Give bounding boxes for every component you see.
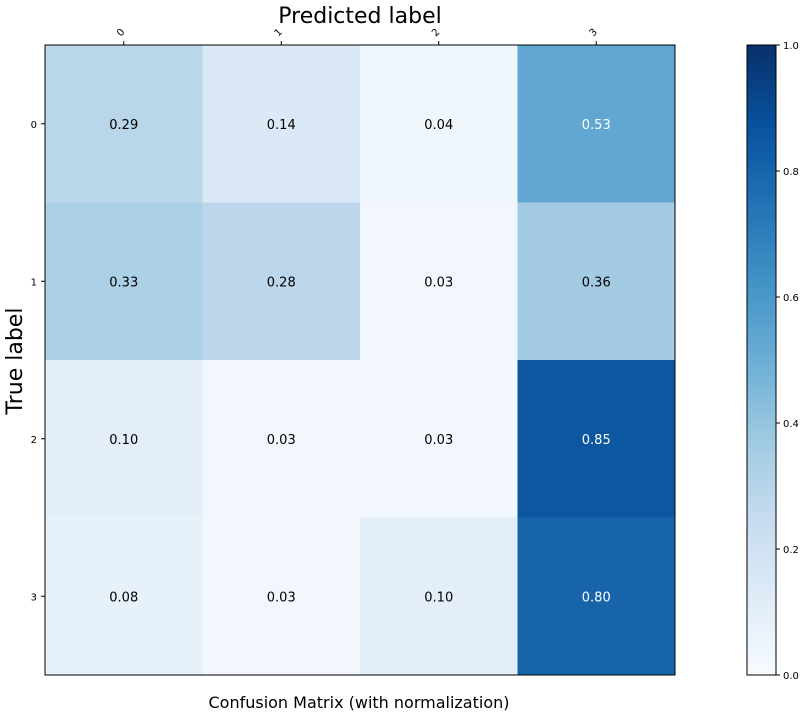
- heatmap-cell: [517, 45, 675, 203]
- y-axis-label: True label: [3, 308, 28, 416]
- heatmap-value-label: 0.33: [109, 275, 138, 290]
- y-tick-label: 2: [31, 435, 37, 446]
- heatmap-cell: [360, 45, 518, 203]
- y-axis-ticks: 0 1 2 3: [31, 120, 45, 603]
- heatmap-cell: [202, 202, 360, 360]
- chart-title: Confusion Matrix (with normalization): [208, 693, 509, 712]
- heatmap-value-label: 0.53: [582, 118, 611, 133]
- colorbar: [746, 44, 777, 676]
- heatmap-value-label: 0.36: [582, 275, 611, 290]
- heatmap-frame: [44, 44, 676, 676]
- heatmap-value-label: 0.03: [424, 275, 453, 290]
- heatmap-value-label: 0.03: [267, 433, 296, 448]
- heatmap-value-label: 0.10: [109, 433, 138, 448]
- y-tick-label: 0: [31, 120, 37, 131]
- heatmap-cell: [202, 360, 360, 518]
- heatmap-cells: [45, 45, 675, 675]
- colorbar-ticks: 0.0 0.2 0.4 0.6 0.8 1.0: [776, 41, 799, 682]
- heatmap-cell: [45, 45, 203, 203]
- x-tick-label: 0: [115, 27, 127, 39]
- heatmap-value-labels: 0.29 0.14 0.04 0.53 0.33 0.28 0.03 0.36 0.10 0.03…: [109, 118, 610, 606]
- heatmap-cell: [517, 517, 675, 675]
- heatmap-cell: [517, 360, 675, 518]
- heatmap-value-label: 0.85: [582, 433, 611, 448]
- colorbar-tick-label: 1.0: [783, 41, 799, 52]
- colorbar-tick-label: 0.6: [783, 293, 799, 304]
- heatmap-value-label: 0.08: [109, 590, 138, 605]
- colorbar-tick-label: 0.0: [783, 671, 799, 682]
- colorbar-tick-label: 0.8: [783, 167, 799, 178]
- colorbar-tick-label: 0.2: [783, 545, 799, 556]
- heatmap-cell: [45, 202, 203, 360]
- heatmap-value-label: 0.29: [109, 118, 138, 133]
- heatmap-cell: [202, 517, 360, 675]
- heatmap-cell: [360, 202, 518, 360]
- heatmap-cell: [360, 517, 518, 675]
- colorbar-tick-label: 0.4: [783, 419, 799, 430]
- x-axis-label: Predicted label: [278, 4, 441, 29]
- y-tick-label: 3: [31, 592, 37, 603]
- heatmap-value-label: 0.14: [267, 118, 296, 133]
- heatmap-cell: [517, 202, 675, 360]
- heatmap-cell: [45, 360, 203, 518]
- y-tick-label: 1: [31, 277, 37, 288]
- heatmap-cell: [360, 360, 518, 518]
- x-tick-label: 3: [588, 27, 600, 39]
- heatmap-value-label: 0.28: [267, 275, 296, 290]
- heatmap-value-label: 0.03: [267, 590, 296, 605]
- heatmap-cell: [202, 45, 360, 203]
- heatmap-value-label: 0.80: [582, 590, 611, 605]
- heatmap-value-label: 0.10: [424, 590, 453, 605]
- heatmap-value-label: 0.04: [424, 118, 453, 133]
- heatmap-value-label: 0.03: [424, 433, 453, 448]
- heatmap-cell: [45, 517, 203, 675]
